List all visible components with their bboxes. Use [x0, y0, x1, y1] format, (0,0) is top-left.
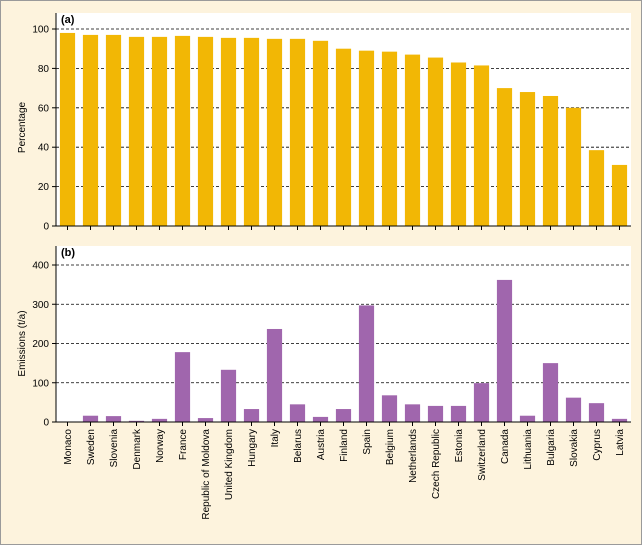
- bar-slovakia: [565, 107, 582, 226]
- bar-lithuania: [519, 92, 536, 226]
- bar-spain: [358, 305, 375, 422]
- bar-estonia: [450, 405, 467, 422]
- category-label: Denmark: [132, 428, 143, 470]
- bar-netherlands: [404, 404, 421, 422]
- y-tick-label: 400: [32, 261, 49, 272]
- bar-belarus: [289, 404, 306, 422]
- bar-austria: [312, 416, 329, 422]
- bar-slovenia: [105, 416, 122, 422]
- bar-belarus: [289, 38, 306, 226]
- bar-latvia: [611, 164, 628, 226]
- category-label: Monaco: [63, 429, 74, 465]
- bar-norway: [151, 36, 168, 226]
- bar-united-kingdom: [220, 369, 237, 422]
- bar-sweden: [82, 34, 99, 226]
- category-label: Switzerland: [477, 429, 488, 481]
- y-tick-label: 300: [32, 300, 49, 311]
- bar-slovakia: [565, 397, 582, 422]
- bar-switzerland: [473, 65, 490, 226]
- category-label: Austria: [316, 429, 327, 461]
- bar-switzerland: [473, 383, 490, 422]
- category-label: Latvia: [615, 429, 626, 456]
- bar-france: [174, 352, 191, 422]
- category-label: Czech Republic: [431, 429, 442, 499]
- y-tick-label: 0: [43, 418, 49, 429]
- bar-canada: [496, 279, 513, 422]
- bar-sweden: [82, 415, 99, 422]
- bar-finland: [335, 48, 352, 227]
- category-label: Hungary: [247, 429, 258, 467]
- category-label: Italy: [270, 429, 281, 447]
- bar-bulgaria: [542, 95, 559, 226]
- bar-hungary: [243, 37, 260, 226]
- category-label: Slovenia: [109, 429, 120, 468]
- bar-czech-republic: [427, 405, 444, 422]
- bar-italy: [266, 328, 283, 422]
- bar-cyprus: [588, 403, 605, 422]
- bar-bulgaria: [542, 363, 559, 422]
- bar-finland: [335, 409, 352, 422]
- category-label: Finland: [339, 429, 350, 462]
- y-tick-label: 80: [38, 64, 50, 75]
- y-tick-label: 40: [38, 143, 50, 154]
- bar-czech-republic: [427, 57, 444, 226]
- y-tick-label: 200: [32, 339, 49, 350]
- category-label: Lithuania: [523, 429, 534, 470]
- bar-cyprus: [588, 150, 605, 226]
- bar-canada: [496, 88, 513, 226]
- bar-france: [174, 35, 191, 226]
- category-label: Norway: [155, 429, 166, 463]
- bar-united-kingdom: [220, 37, 237, 226]
- category-label: Belgium: [385, 429, 396, 465]
- category-label: Estonia: [454, 429, 465, 463]
- plot-background: [56, 246, 631, 422]
- category-label: Spain: [362, 429, 373, 455]
- bar-austria: [312, 40, 329, 226]
- bar-republic-of-moldova: [197, 418, 214, 422]
- category-label: Republic of Moldova: [201, 429, 212, 520]
- bar-denmark: [128, 420, 145, 422]
- category-label: France: [178, 429, 189, 461]
- bar-spain: [358, 50, 375, 226]
- bar-lithuania: [519, 415, 536, 422]
- y-tick-label: 0: [43, 222, 49, 233]
- category-label: Canada: [500, 429, 511, 464]
- bar-hungary: [243, 409, 260, 422]
- bar-republic-of-moldova: [197, 36, 214, 226]
- category-label: Cyprus: [592, 429, 603, 461]
- bar-belgium: [381, 51, 398, 226]
- bar-slovenia: [105, 34, 122, 226]
- category-label: Netherlands: [408, 429, 419, 483]
- panel-b: 0 100 200 300 400 (b) Emissions (t/a) Monaco Swe…: [17, 246, 631, 520]
- category-label: Belarus: [293, 429, 304, 463]
- bar-norway: [151, 418, 168, 422]
- category-label: United Kingdom: [224, 429, 235, 500]
- y-tick-label: 100: [32, 378, 49, 389]
- y-axis-title: Emissions (t/a): [17, 310, 28, 376]
- category-label: Slovakia: [569, 429, 580, 467]
- panel-label: (a): [61, 14, 75, 26]
- panel-a: 0 20 40 60 80 100 (a) Percentage: [17, 13, 631, 233]
- bar-monaco: [59, 32, 76, 226]
- y-tick-label: 100: [32, 25, 49, 36]
- bar-latvia: [611, 418, 628, 422]
- bar-italy: [266, 38, 283, 226]
- bar-denmark: [128, 36, 145, 226]
- bar-netherlands: [404, 54, 421, 226]
- y-axis-title: Percentage: [17, 101, 28, 153]
- category-label: Sweden: [86, 429, 97, 465]
- y-tick-label: 60: [38, 103, 50, 114]
- bar-estonia: [450, 62, 467, 226]
- bar-belgium: [381, 395, 398, 422]
- y-tick-label: 20: [38, 182, 50, 193]
- category-label: Bulgaria: [546, 429, 557, 466]
- panel-label: (b): [61, 247, 75, 259]
